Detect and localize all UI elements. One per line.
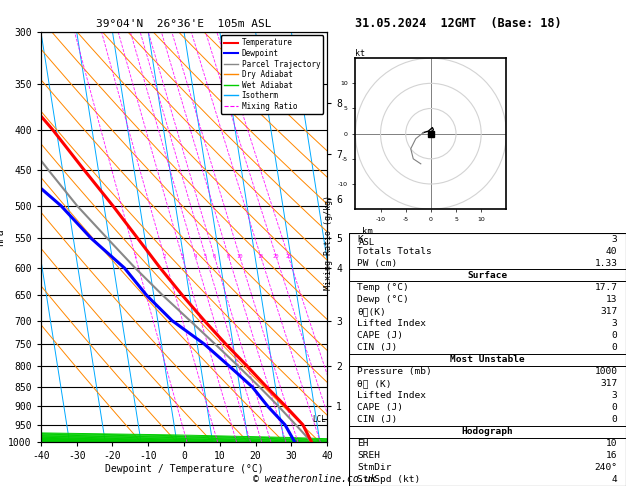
Text: 4: 4 bbox=[194, 254, 197, 259]
Text: PW (cm): PW (cm) bbox=[357, 259, 398, 268]
Text: LCL: LCL bbox=[312, 415, 326, 424]
Text: Hodograph: Hodograph bbox=[462, 427, 513, 436]
Text: Lifted Index: Lifted Index bbox=[357, 391, 426, 400]
Text: 0: 0 bbox=[612, 331, 618, 340]
Text: 1.33: 1.33 bbox=[594, 259, 618, 268]
Text: θᴄ (K): θᴄ (K) bbox=[357, 379, 392, 388]
Text: 1000: 1000 bbox=[594, 367, 618, 376]
Legend: Temperature, Dewpoint, Parcel Trajectory, Dry Adiabat, Wet Adiabat, Isotherm, Mi: Temperature, Dewpoint, Parcel Trajectory… bbox=[221, 35, 323, 114]
Text: Dewp (°C): Dewp (°C) bbox=[357, 295, 409, 304]
Text: CIN (J): CIN (J) bbox=[357, 343, 398, 352]
Text: Totals Totals: Totals Totals bbox=[357, 247, 432, 256]
Text: 3: 3 bbox=[612, 235, 618, 244]
Text: 317: 317 bbox=[600, 379, 618, 388]
Text: θᴄ(K): θᴄ(K) bbox=[357, 307, 386, 316]
Text: © weatheronline.co.uk: © weatheronline.co.uk bbox=[253, 473, 376, 484]
Text: 10: 10 bbox=[606, 439, 618, 449]
Text: Lifted Index: Lifted Index bbox=[357, 319, 426, 328]
Text: 1: 1 bbox=[134, 254, 137, 259]
Text: 4: 4 bbox=[612, 475, 618, 485]
Text: 20: 20 bbox=[273, 254, 279, 259]
Text: 0: 0 bbox=[612, 403, 618, 412]
Text: 0: 0 bbox=[612, 416, 618, 424]
Y-axis label: km
ASL: km ASL bbox=[359, 227, 375, 246]
Text: 8: 8 bbox=[227, 254, 230, 259]
Text: 3: 3 bbox=[181, 254, 184, 259]
Text: 3: 3 bbox=[612, 319, 618, 328]
Text: 17.7: 17.7 bbox=[594, 283, 618, 292]
Text: CIN (J): CIN (J) bbox=[357, 416, 398, 424]
Text: Most Unstable: Most Unstable bbox=[450, 355, 525, 364]
Text: 240°: 240° bbox=[594, 464, 618, 472]
Y-axis label: hPa: hPa bbox=[0, 228, 6, 246]
Text: CAPE (J): CAPE (J) bbox=[357, 331, 403, 340]
Text: 317: 317 bbox=[600, 307, 618, 316]
Text: 3: 3 bbox=[612, 391, 618, 400]
Text: Pressure (mb): Pressure (mb) bbox=[357, 367, 432, 376]
Text: 6: 6 bbox=[213, 254, 216, 259]
Text: 5: 5 bbox=[204, 254, 208, 259]
Text: EH: EH bbox=[357, 439, 369, 449]
X-axis label: Dewpoint / Temperature (°C): Dewpoint / Temperature (°C) bbox=[104, 464, 264, 474]
Text: SREH: SREH bbox=[357, 451, 381, 460]
Title: 39°04'N  26°36'E  105m ASL: 39°04'N 26°36'E 105m ASL bbox=[96, 19, 272, 30]
Text: kt: kt bbox=[355, 49, 365, 58]
Text: 31.05.2024  12GMT  (Base: 18): 31.05.2024 12GMT (Base: 18) bbox=[355, 17, 562, 30]
Text: 16: 16 bbox=[606, 451, 618, 460]
Text: 13: 13 bbox=[606, 295, 618, 304]
Text: 2: 2 bbox=[163, 254, 166, 259]
Text: 10: 10 bbox=[237, 254, 243, 259]
Text: 15: 15 bbox=[257, 254, 264, 259]
Text: CAPE (J): CAPE (J) bbox=[357, 403, 403, 412]
Text: K: K bbox=[357, 235, 363, 244]
Text: Mixing Ratio (g/kg): Mixing Ratio (g/kg) bbox=[324, 195, 333, 291]
Text: StmDir: StmDir bbox=[357, 464, 392, 472]
Text: 25: 25 bbox=[285, 254, 292, 259]
Text: Temp (°C): Temp (°C) bbox=[357, 283, 409, 292]
Text: Surface: Surface bbox=[467, 271, 508, 280]
Text: 40: 40 bbox=[606, 247, 618, 256]
Text: StmSpd (kt): StmSpd (kt) bbox=[357, 475, 421, 485]
Text: 0: 0 bbox=[612, 343, 618, 352]
